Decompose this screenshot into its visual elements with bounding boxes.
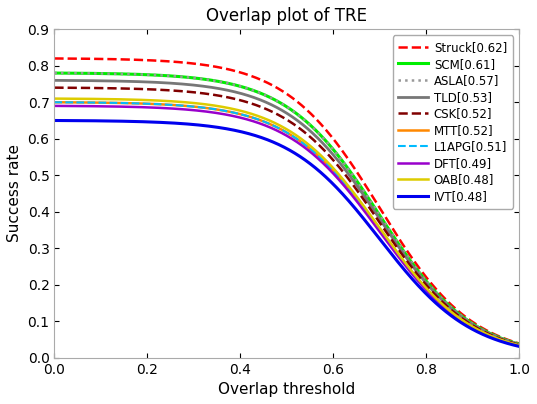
X-axis label: Overlap threshold: Overlap threshold (218, 382, 355, 397)
Y-axis label: Success rate: Success rate (7, 145, 22, 242)
Title: Overlap plot of TRE: Overlap plot of TRE (206, 7, 367, 25)
Legend: Struck[0.62], SCM[0.61], ASLA[0.57], TLD[0.53], CSK[0.52], MTT[0.52], L1APG[0.51: Struck[0.62], SCM[0.61], ASLA[0.57], TLD… (393, 35, 513, 209)
